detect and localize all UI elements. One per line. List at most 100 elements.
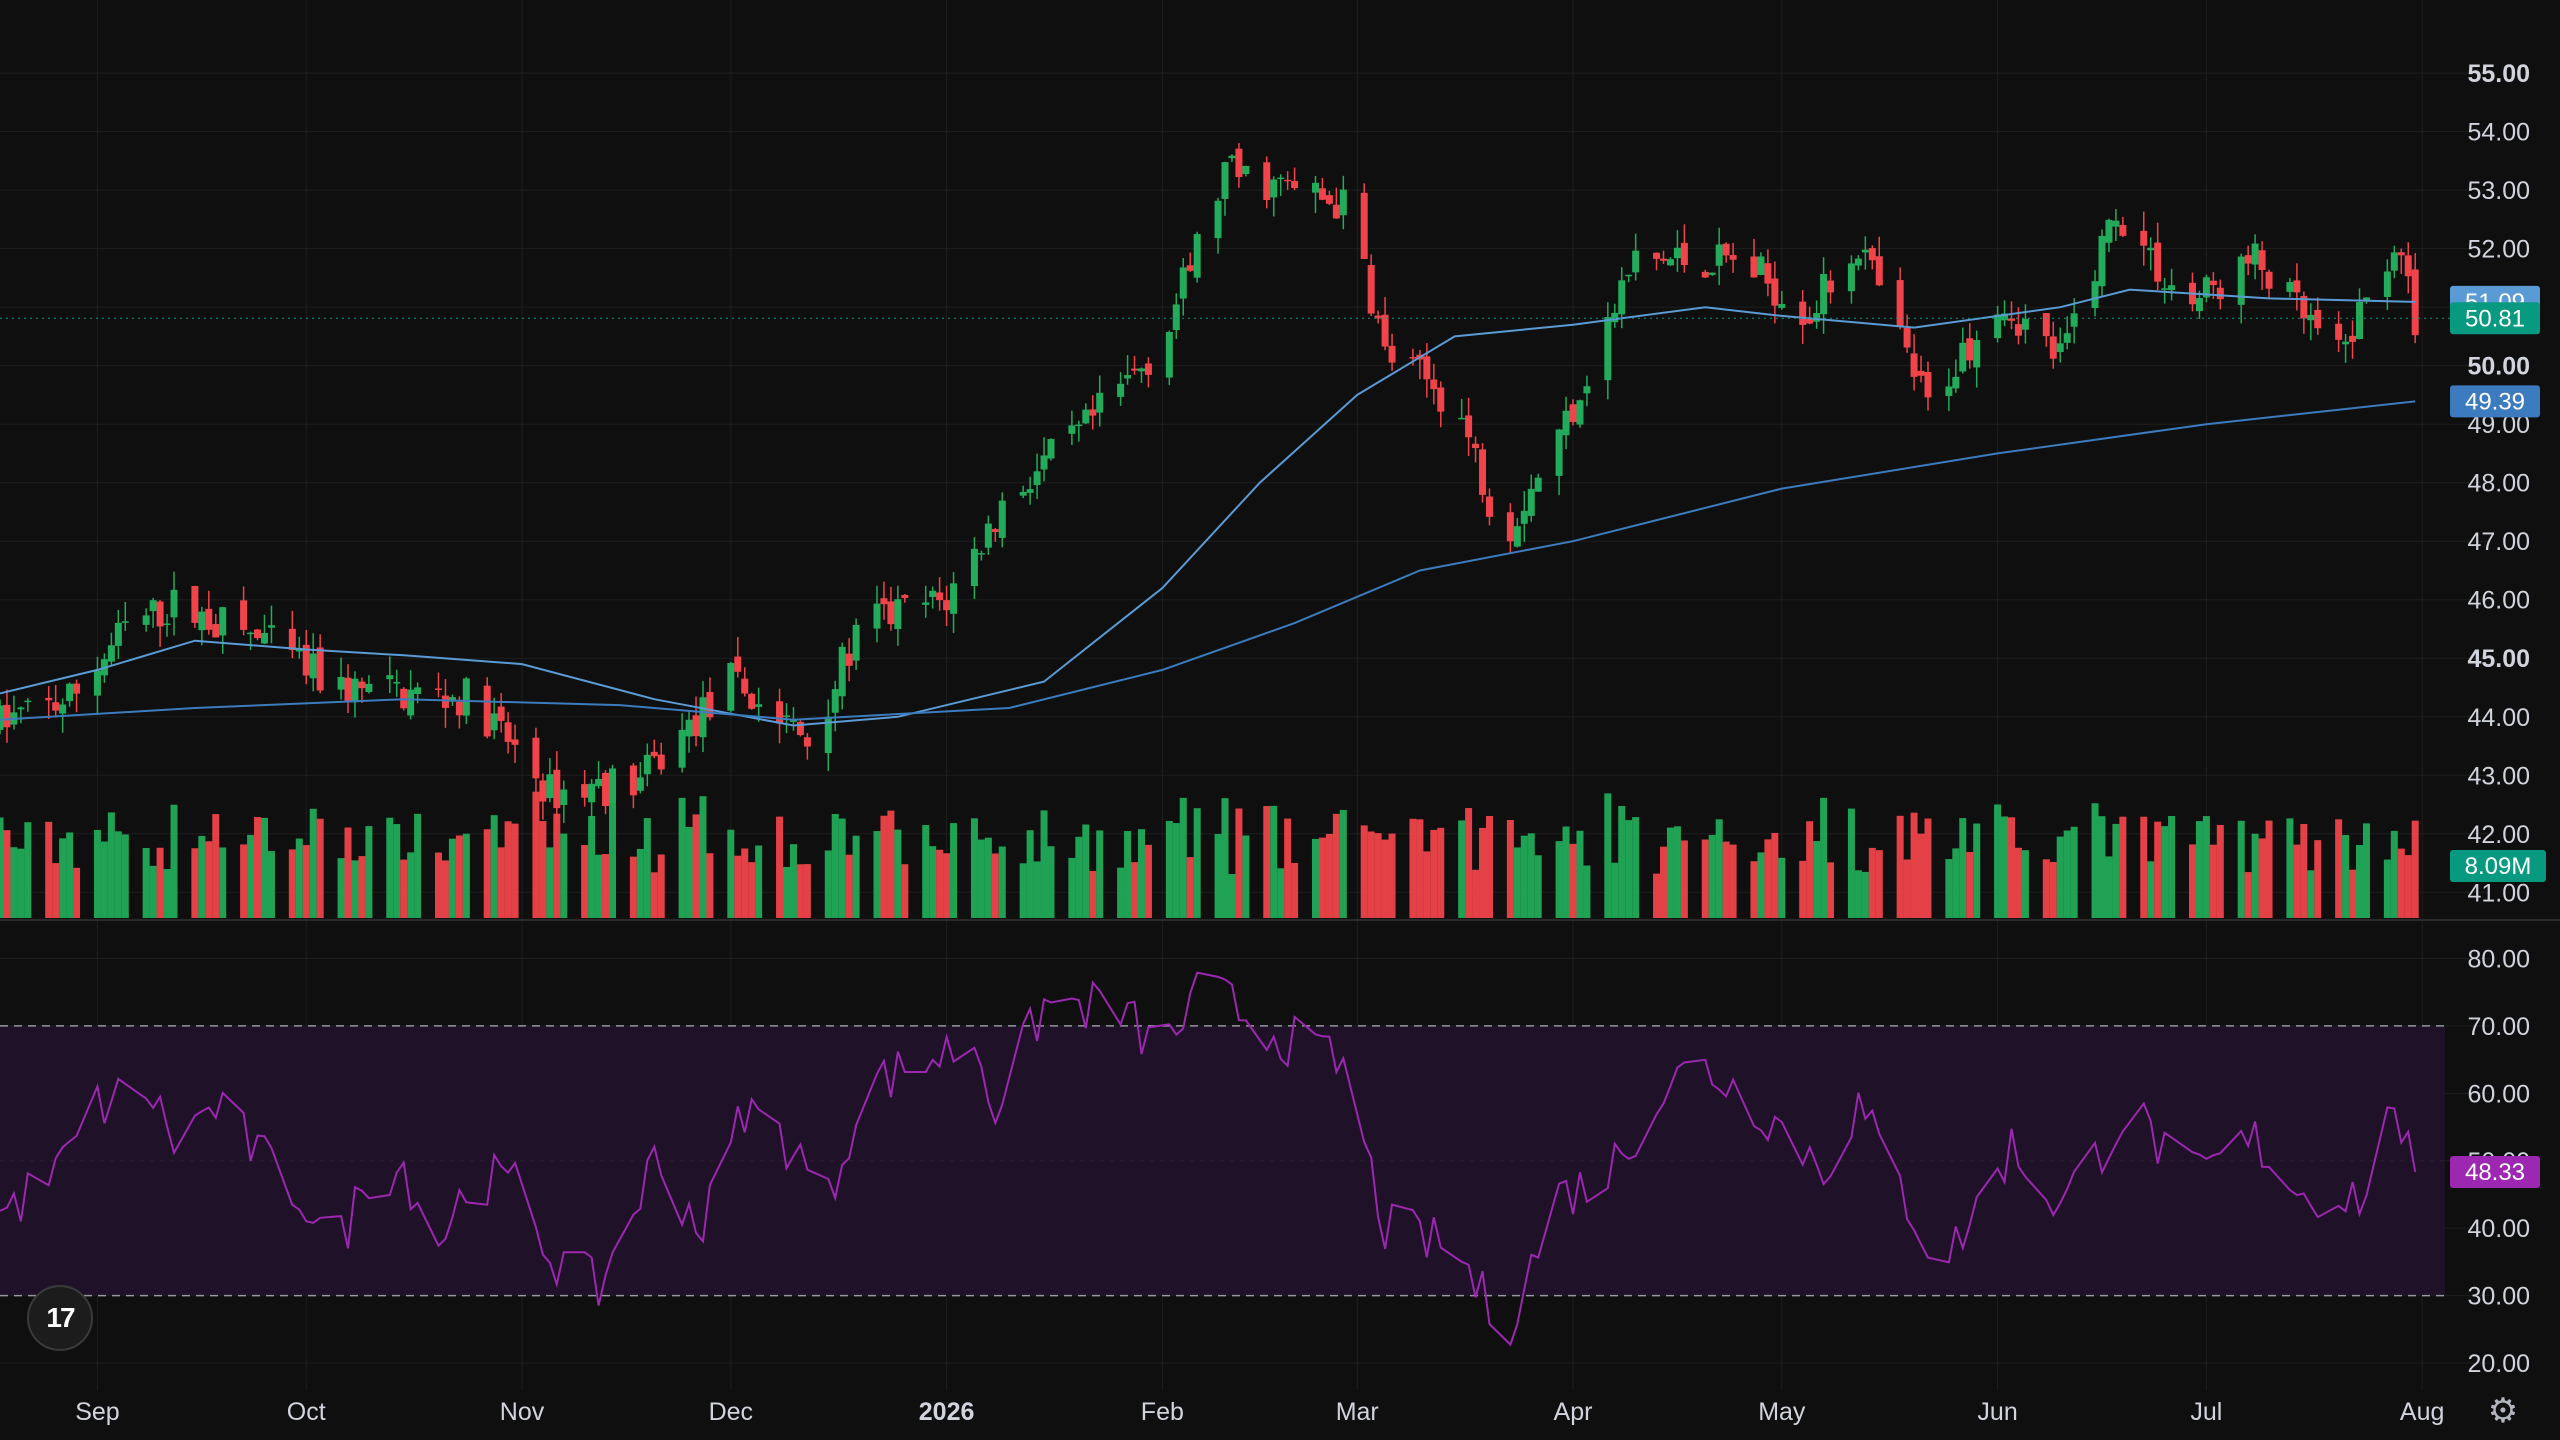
candle-body xyxy=(1757,256,1765,275)
candle-body xyxy=(1339,189,1347,216)
candle-body xyxy=(2209,280,2217,286)
candle-body xyxy=(1945,386,1953,397)
time-tick-label: Apr xyxy=(1554,1398,1593,1426)
candle-body xyxy=(1374,315,1382,319)
candle-body xyxy=(1367,265,1375,314)
candle-body xyxy=(1423,356,1431,380)
candle-body xyxy=(2300,295,2308,319)
gear-icon[interactable]: ⚙ xyxy=(2487,1391,2519,1431)
candle-body xyxy=(776,701,784,724)
candle-body xyxy=(901,594,909,598)
volume-bar xyxy=(351,860,359,918)
volume-bar xyxy=(1374,833,1382,918)
volume-bar xyxy=(1827,862,1835,918)
candle-body xyxy=(650,751,658,757)
volume-bar xyxy=(1388,833,1396,918)
volume-bar xyxy=(414,813,422,918)
candle-body xyxy=(205,608,213,630)
candle-body xyxy=(247,632,255,635)
candle-body xyxy=(2140,230,2148,246)
volume-bar xyxy=(0,817,4,918)
candle-body xyxy=(546,774,554,799)
candle-body xyxy=(1179,267,1187,299)
candle-body xyxy=(1332,204,1340,219)
volume-bar xyxy=(483,829,491,918)
volume-bar xyxy=(2098,816,2106,918)
candle-body xyxy=(2147,247,2155,251)
volume-bar xyxy=(1952,848,1960,918)
candle-body xyxy=(1924,372,1932,398)
time-tick-label: Feb xyxy=(1141,1398,1184,1426)
candle-body xyxy=(2307,314,2315,321)
volume-bar xyxy=(1520,835,1528,918)
candle-body xyxy=(748,693,756,709)
volume-bar xyxy=(1325,833,1333,918)
volume-bar xyxy=(1513,847,1521,918)
volume-bar xyxy=(1472,869,1480,918)
volume-bar xyxy=(595,854,603,918)
volume-bar xyxy=(240,844,248,918)
volume-bar xyxy=(2056,836,2064,918)
time-axis[interactable]: Sep Oct Nov Dec 2026 Feb Mar Apr May Jun Jul Aug xyxy=(75,1398,2444,1426)
volume-bar xyxy=(1778,857,1786,918)
candle-body xyxy=(2356,301,2364,340)
volume-bar xyxy=(1430,829,1438,918)
candle-body xyxy=(1096,392,1104,413)
candle-body xyxy=(45,697,53,701)
tradingview-logo[interactable]: 17 xyxy=(27,1285,93,1351)
candle-body xyxy=(302,644,310,676)
volume-bar xyxy=(560,833,568,918)
candle-body xyxy=(414,687,422,694)
volume-bar xyxy=(504,821,512,918)
volume-bar xyxy=(1910,812,1918,918)
candle-body xyxy=(2202,277,2210,298)
volume-bar xyxy=(2154,821,2162,918)
volume-bar xyxy=(1137,829,1145,918)
price-tick-label: 41.00 xyxy=(2467,879,2530,907)
volume-bar xyxy=(1611,862,1619,918)
rsi-tick-label: 20.00 xyxy=(2467,1350,2530,1378)
volume-bar xyxy=(539,821,547,918)
volume-bar xyxy=(2286,818,2294,918)
price-axis[interactable]: 55.0054.0053.0052.0051.0050.0049.0048.00… xyxy=(2467,60,2530,907)
volume-bar xyxy=(1861,871,1869,918)
candle-body xyxy=(142,615,150,625)
price-tick-label: 48.00 xyxy=(2467,470,2530,498)
candle-body xyxy=(852,624,860,661)
candle-body xyxy=(2244,255,2252,264)
candles xyxy=(0,143,2419,825)
candle-body xyxy=(1771,278,1779,306)
candle-body xyxy=(2168,285,2176,291)
volume-bar xyxy=(1026,830,1034,918)
candle-body xyxy=(2154,242,2162,282)
candle-body xyxy=(1242,165,1250,175)
candle-body xyxy=(894,599,902,630)
volume-bar xyxy=(1527,833,1535,918)
volume-bar xyxy=(1673,826,1681,918)
price-tag-bg xyxy=(2450,385,2540,418)
candle-body xyxy=(2119,224,2127,236)
volume-bar xyxy=(1367,831,1375,918)
candle-body xyxy=(636,777,644,791)
volume-bar xyxy=(1082,824,1090,918)
volume-bar xyxy=(553,813,561,918)
time-tick-label: Mar xyxy=(1336,1398,1379,1426)
candle-body xyxy=(1854,258,1862,266)
volume-bar xyxy=(1221,798,1229,918)
candle-body xyxy=(1124,375,1132,379)
candle-body xyxy=(1576,400,1584,425)
candle-body xyxy=(1472,443,1480,449)
volume-bar xyxy=(748,862,756,918)
candle-body xyxy=(59,704,67,714)
volume-bar xyxy=(66,832,74,918)
candle-body xyxy=(73,683,81,694)
candle-body xyxy=(1485,496,1493,517)
candle-body xyxy=(2049,336,2057,359)
volume-bar xyxy=(163,869,171,918)
candle-body xyxy=(734,656,742,672)
volume-bar xyxy=(873,831,881,918)
moving-averages xyxy=(0,288,2450,727)
candle-body xyxy=(929,590,937,598)
